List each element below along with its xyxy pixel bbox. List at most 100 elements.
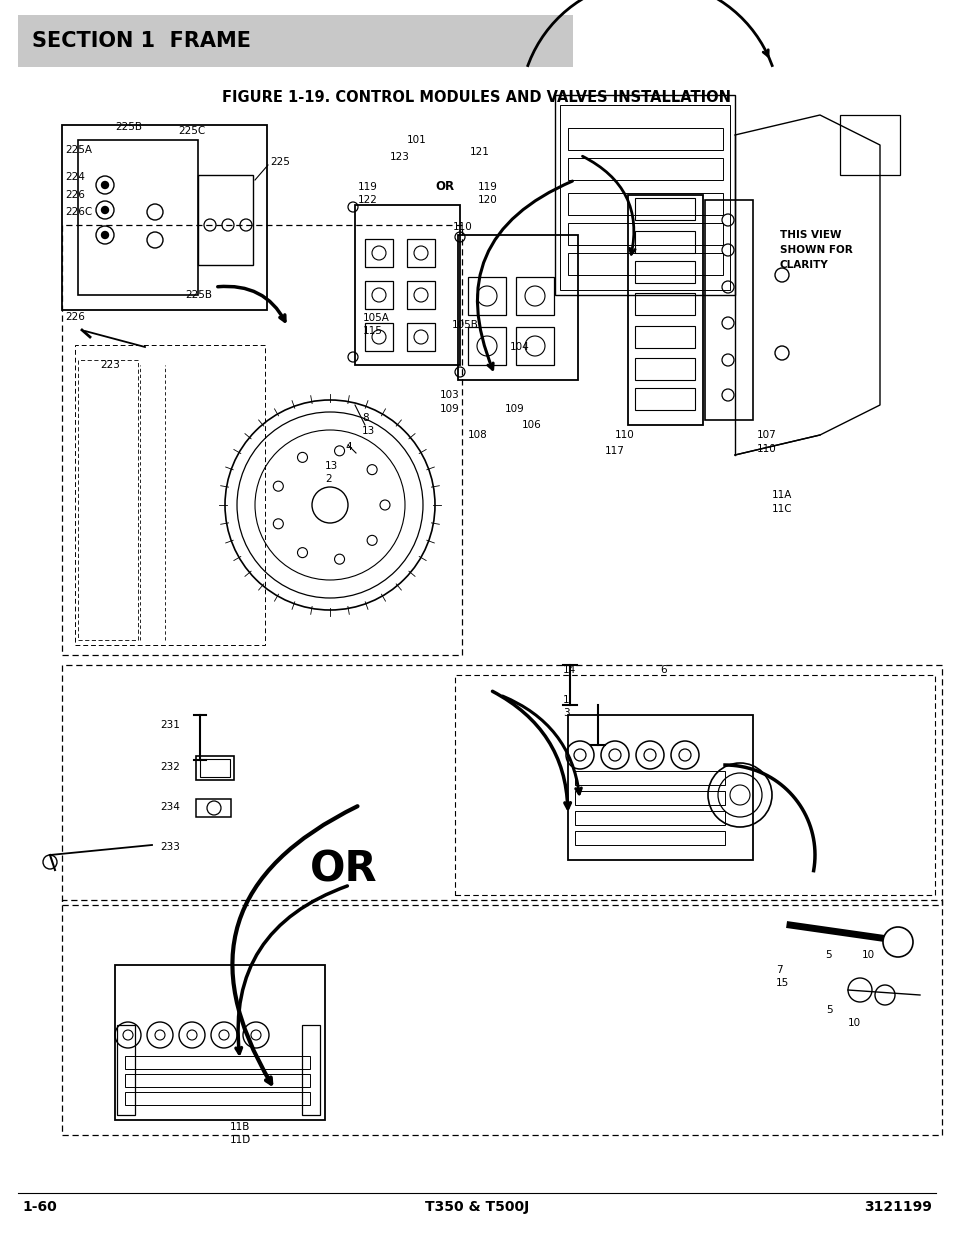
Text: 5: 5: [824, 950, 831, 960]
Bar: [62, 900, 941, 1135]
Text: 233: 233: [160, 842, 180, 852]
Text: 3: 3: [562, 708, 569, 718]
Text: THIS VIEW: THIS VIEW: [780, 230, 841, 240]
Text: 14: 14: [562, 664, 576, 676]
Bar: [559, 105, 729, 290]
Text: 231: 231: [160, 720, 180, 730]
Bar: [62, 225, 461, 655]
Bar: [125, 1092, 310, 1105]
Bar: [516, 277, 554, 315]
Bar: [468, 327, 505, 366]
Bar: [78, 359, 138, 640]
Text: OR: OR: [310, 848, 377, 890]
Text: 123: 123: [390, 152, 410, 162]
Circle shape: [882, 927, 912, 957]
Text: 8: 8: [361, 412, 368, 424]
Bar: [575, 790, 724, 805]
Text: 108: 108: [468, 430, 487, 440]
Text: 223: 223: [100, 359, 120, 370]
Bar: [75, 345, 265, 645]
Bar: [627, 195, 702, 425]
Text: 105B: 105B: [452, 320, 478, 330]
Bar: [567, 715, 752, 860]
Text: 13: 13: [325, 461, 338, 471]
Text: 5: 5: [825, 1005, 832, 1015]
Text: 117: 117: [604, 446, 624, 456]
Bar: [115, 965, 325, 1120]
Text: 120: 120: [477, 195, 497, 205]
Text: OR: OR: [435, 180, 454, 194]
Text: 109: 109: [439, 404, 459, 414]
Text: 4: 4: [345, 442, 352, 452]
Bar: [575, 811, 724, 825]
Bar: [567, 253, 722, 275]
Text: 106: 106: [521, 420, 541, 430]
Text: 224: 224: [65, 172, 85, 182]
Bar: [635, 231, 695, 253]
Bar: [365, 324, 393, 351]
Text: 1-60: 1-60: [22, 1200, 56, 1214]
Bar: [195, 799, 231, 818]
Text: 10: 10: [862, 950, 874, 960]
Text: FIGURE 1-19. CONTROL MODULES AND VALVES INSTALLATION: FIGURE 1-19. CONTROL MODULES AND VALVES …: [222, 89, 731, 105]
Text: 119: 119: [477, 182, 497, 191]
Bar: [575, 771, 724, 785]
Circle shape: [101, 231, 109, 238]
Text: 121: 121: [470, 147, 489, 157]
Text: 15: 15: [775, 978, 788, 988]
Bar: [125, 1056, 310, 1070]
Circle shape: [101, 206, 109, 214]
Bar: [200, 760, 230, 777]
Bar: [567, 128, 722, 149]
Bar: [457, 235, 578, 380]
Text: 226: 226: [65, 190, 85, 200]
Bar: [195, 756, 233, 781]
Text: 225A: 225A: [65, 144, 91, 156]
Text: 110: 110: [757, 445, 776, 454]
Bar: [635, 388, 695, 410]
Text: 122: 122: [357, 195, 377, 205]
Text: 225C: 225C: [178, 126, 205, 136]
Bar: [302, 1025, 319, 1115]
Text: 11A: 11A: [771, 490, 792, 500]
Text: SECTION 1  FRAME: SECTION 1 FRAME: [32, 31, 251, 51]
Bar: [635, 293, 695, 315]
Text: 3121199: 3121199: [863, 1200, 931, 1214]
Text: T350 & T500J: T350 & T500J: [424, 1200, 529, 1214]
Bar: [567, 193, 722, 215]
Bar: [407, 324, 435, 351]
Circle shape: [101, 182, 109, 189]
Text: 110: 110: [453, 222, 473, 232]
Text: 10: 10: [847, 1018, 861, 1028]
Text: 107: 107: [757, 430, 776, 440]
Bar: [18, 15, 573, 67]
Text: 101: 101: [407, 135, 426, 144]
Text: 1: 1: [562, 695, 569, 705]
Bar: [635, 261, 695, 283]
Bar: [840, 115, 899, 175]
Text: 109: 109: [504, 404, 524, 414]
Bar: [62, 125, 267, 310]
Text: 13: 13: [361, 426, 375, 436]
Text: 119: 119: [357, 182, 377, 191]
Text: 11B: 11B: [230, 1123, 250, 1132]
Bar: [198, 175, 253, 266]
Bar: [117, 1025, 135, 1115]
Bar: [455, 676, 934, 895]
Text: 11D: 11D: [230, 1135, 251, 1145]
Bar: [567, 158, 722, 180]
Text: 105A: 105A: [363, 312, 390, 324]
Bar: [78, 140, 198, 295]
Text: 225: 225: [270, 157, 290, 167]
Bar: [407, 282, 435, 309]
Text: 226C: 226C: [65, 207, 92, 217]
Bar: [365, 282, 393, 309]
Text: 234: 234: [160, 802, 180, 811]
Text: 226: 226: [65, 312, 85, 322]
Bar: [635, 198, 695, 220]
Bar: [555, 95, 734, 295]
Bar: [567, 224, 722, 245]
Text: 6: 6: [659, 664, 666, 676]
Bar: [635, 326, 695, 348]
Text: SHOWN FOR: SHOWN FOR: [780, 245, 852, 254]
